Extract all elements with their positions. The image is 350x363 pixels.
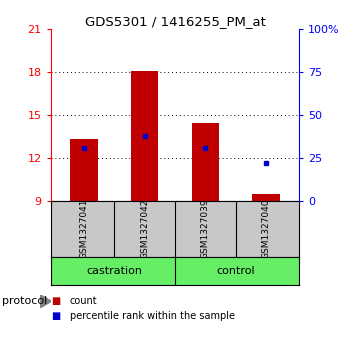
Text: percentile rank within the sample: percentile rank within the sample	[70, 311, 235, 321]
Bar	[252, 193, 280, 201]
Text: ■: ■	[51, 311, 60, 321]
Polygon shape	[40, 295, 51, 308]
Text: GSM1327040: GSM1327040	[261, 199, 271, 259]
Text: castration: castration	[86, 266, 142, 276]
Text: GSM1327042: GSM1327042	[140, 199, 149, 259]
Bar	[131, 70, 158, 201]
Text: count: count	[70, 296, 98, 306]
Text: ■: ■	[51, 296, 60, 306]
Text: GSM1327039: GSM1327039	[201, 199, 210, 259]
Text: GSM1327041: GSM1327041	[79, 199, 89, 259]
Bar	[192, 123, 219, 201]
Text: control: control	[216, 266, 255, 276]
Text: protocol: protocol	[2, 296, 47, 306]
Title: GDS5301 / 1416255_PM_at: GDS5301 / 1416255_PM_at	[85, 15, 265, 28]
Bar	[70, 139, 98, 201]
